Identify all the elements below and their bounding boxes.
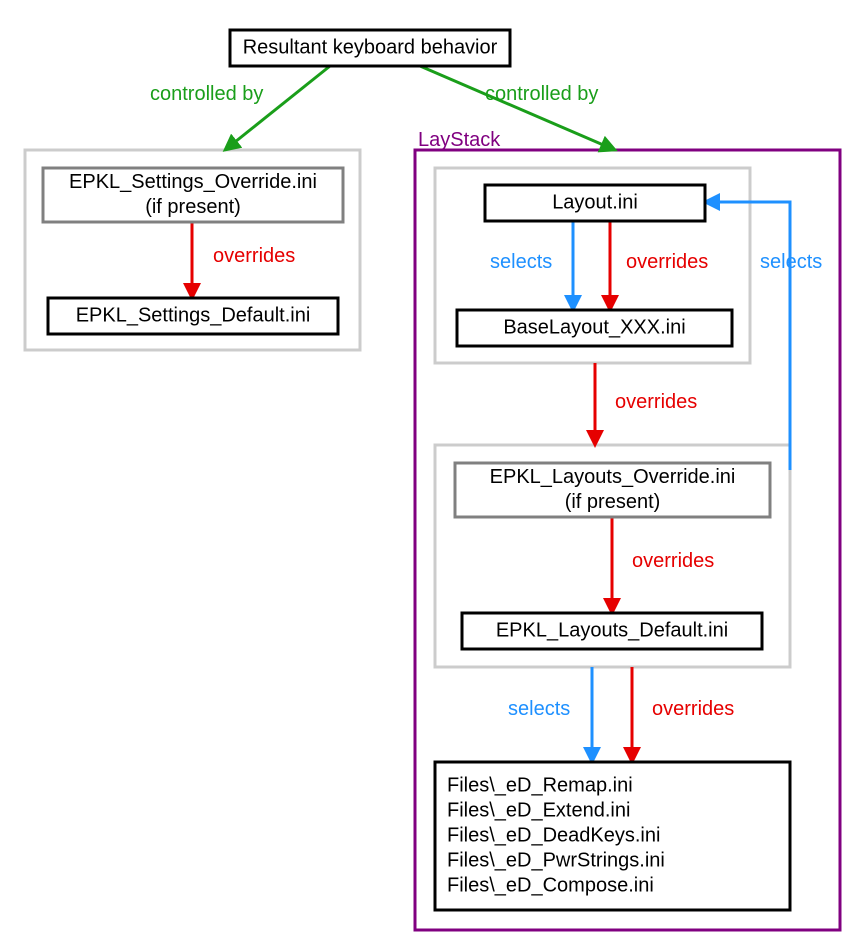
- node-text-root: Resultant keyboard behavior: [243, 37, 498, 59]
- edge-label-base_overrides_laygroup: overrides: [615, 391, 697, 413]
- flowchart-diagram: controlled by controlled by overrides selec…: [0, 0, 862, 944]
- label-laystack_label: LayStack: [418, 129, 501, 151]
- node-text-layout_ini: Layout.ini: [552, 192, 638, 214]
- edge-label-settings_override_arrow: overrides: [213, 245, 295, 267]
- node-text-layouts_default: EPKL_Layouts_Default.ini: [496, 620, 728, 642]
- node-text-files_box: Files\_eD_Remap.iniFiles\_eD_Extend.iniF…: [447, 775, 665, 897]
- edge-label-default_overrides_files: overrides: [652, 698, 734, 720]
- edge-ctrl_left: [225, 66, 330, 150]
- edge-label-ctrl_left: controlled by: [150, 83, 263, 105]
- edge-label-selects_up: selects: [760, 251, 822, 273]
- node-text-baselayout: BaseLayout_XXX.ini: [503, 317, 685, 339]
- edge-label-default_selects_files: selects: [508, 698, 570, 720]
- edge-label-layout_overrides_base: overrides: [626, 251, 708, 273]
- edge-label-laysover_overrides_default: overrides: [632, 550, 714, 572]
- edge-label-ctrl_right: controlled by: [485, 83, 598, 105]
- node-text-settings_default: EPKL_Settings_Default.ini: [76, 305, 311, 327]
- edge-label-layout_selects_base: selects: [490, 251, 552, 273]
